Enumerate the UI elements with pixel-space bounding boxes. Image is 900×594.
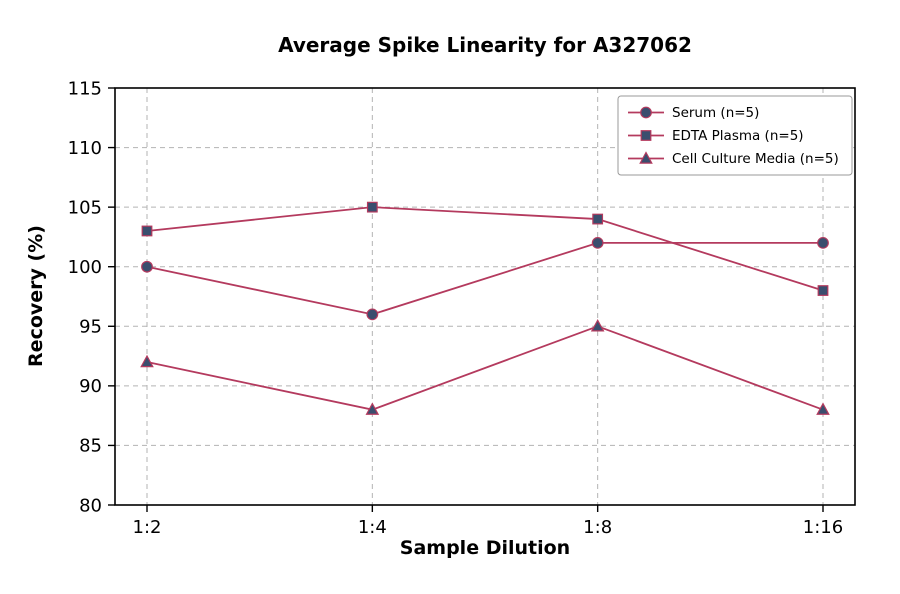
marker-circle [591, 236, 604, 249]
marker-triangle [365, 402, 380, 415]
legend-marker-square [640, 130, 652, 141]
marker-square [592, 213, 604, 225]
legend-label: Cell Culture Media (n=5) [672, 151, 839, 167]
marker-square [141, 225, 153, 237]
marker-triangle [140, 354, 154, 368]
series-line-edta-plasma-n-5- [146, 206, 824, 292]
marker-triangle [816, 402, 830, 415]
marker-circle [141, 260, 153, 273]
x-tick-label: 1:2 [133, 517, 162, 538]
marker-square [366, 201, 378, 213]
y-tick-label: 105 [68, 197, 102, 218]
legend-marker-triangle [639, 151, 653, 164]
legend-label: EDTA Plasma (n=5) [672, 128, 804, 144]
x-tick-label: 1:4 [358, 517, 387, 538]
chart-title: Average Spike Linearity for A327062 [278, 33, 692, 57]
x-axis-label: Sample Dilution [399, 537, 571, 559]
legend-box [617, 95, 853, 176]
marker-circle [366, 308, 379, 321]
series-line-serum-n-5- [146, 241, 823, 316]
y-tick-label: 80 [79, 495, 102, 516]
marker-square [817, 285, 829, 296]
y-tick-label: 85 [79, 436, 102, 457]
plot-frame [114, 87, 856, 506]
x-tick-label: 1:8 [583, 517, 612, 538]
y-tick-label: 95 [79, 317, 102, 338]
marker-circle [817, 236, 829, 249]
y-tick-label: 90 [79, 376, 102, 397]
legend-marker-circle [640, 106, 652, 119]
y-tick-label: 100 [68, 257, 102, 278]
marker-triangle [590, 319, 605, 332]
y-tick-label: 110 [68, 138, 102, 159]
legend-label: Serum (n=5) [672, 105, 759, 121]
series-line-cell-culture-media-n-5- [146, 325, 824, 411]
y-tick-label: 115 [68, 78, 102, 99]
x-tick-label: 1:16 [803, 517, 843, 538]
